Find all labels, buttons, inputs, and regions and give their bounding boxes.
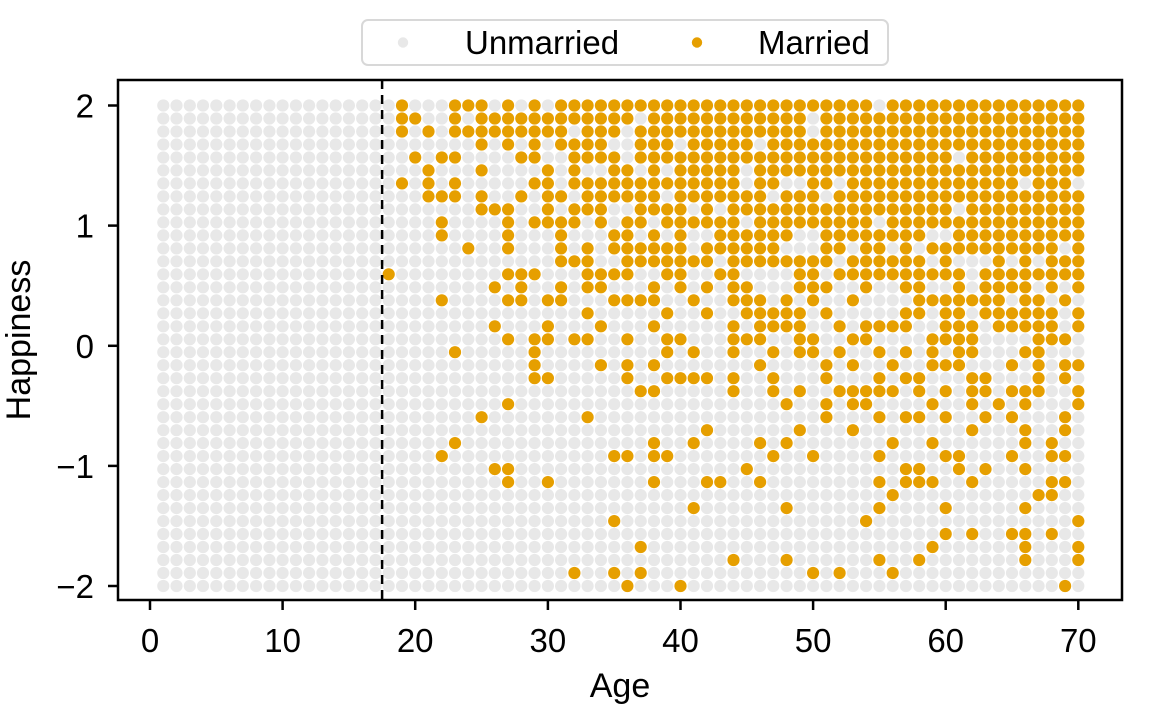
y-tick-label: 2: [76, 88, 94, 125]
data-points-layer: [157, 99, 1085, 593]
y-tick-label: −1: [56, 448, 94, 485]
married-points: [382, 99, 1085, 593]
x-tick-label: 30: [530, 622, 567, 659]
legend: Unmarried Married: [361, 19, 889, 66]
married-legend-marker-icon: [691, 37, 703, 48]
x-tick-label: 0: [141, 622, 159, 659]
legend-box: [361, 19, 889, 66]
plot-frame: [116, 78, 1124, 602]
unmarried-legend-marker-icon: [397, 37, 409, 48]
y-tick-label: 1: [76, 208, 94, 245]
y-axis-title: Happiness: [0, 260, 38, 421]
x-axis: 0 10 20 30 40 50 60 70: [141, 600, 1097, 659]
legend-label-unmarried: Unmarried: [465, 24, 619, 61]
x-tick-label: 70: [1060, 622, 1097, 659]
x-tick-label: 20: [397, 622, 434, 659]
x-tick-label: 10: [264, 622, 301, 659]
legend-label-married: Married: [758, 24, 870, 61]
y-tick-label: −2: [56, 568, 94, 605]
x-axis-title: Age: [590, 667, 651, 705]
unmarried-points: [157, 99, 1085, 593]
x-tick-label: 60: [927, 622, 964, 659]
x-tick-label: 50: [795, 622, 832, 659]
x-tick-label: 40: [662, 622, 699, 659]
y-tick-label: 0: [76, 328, 94, 365]
y-axis: 2 1 0 −1 −2: [56, 88, 118, 605]
